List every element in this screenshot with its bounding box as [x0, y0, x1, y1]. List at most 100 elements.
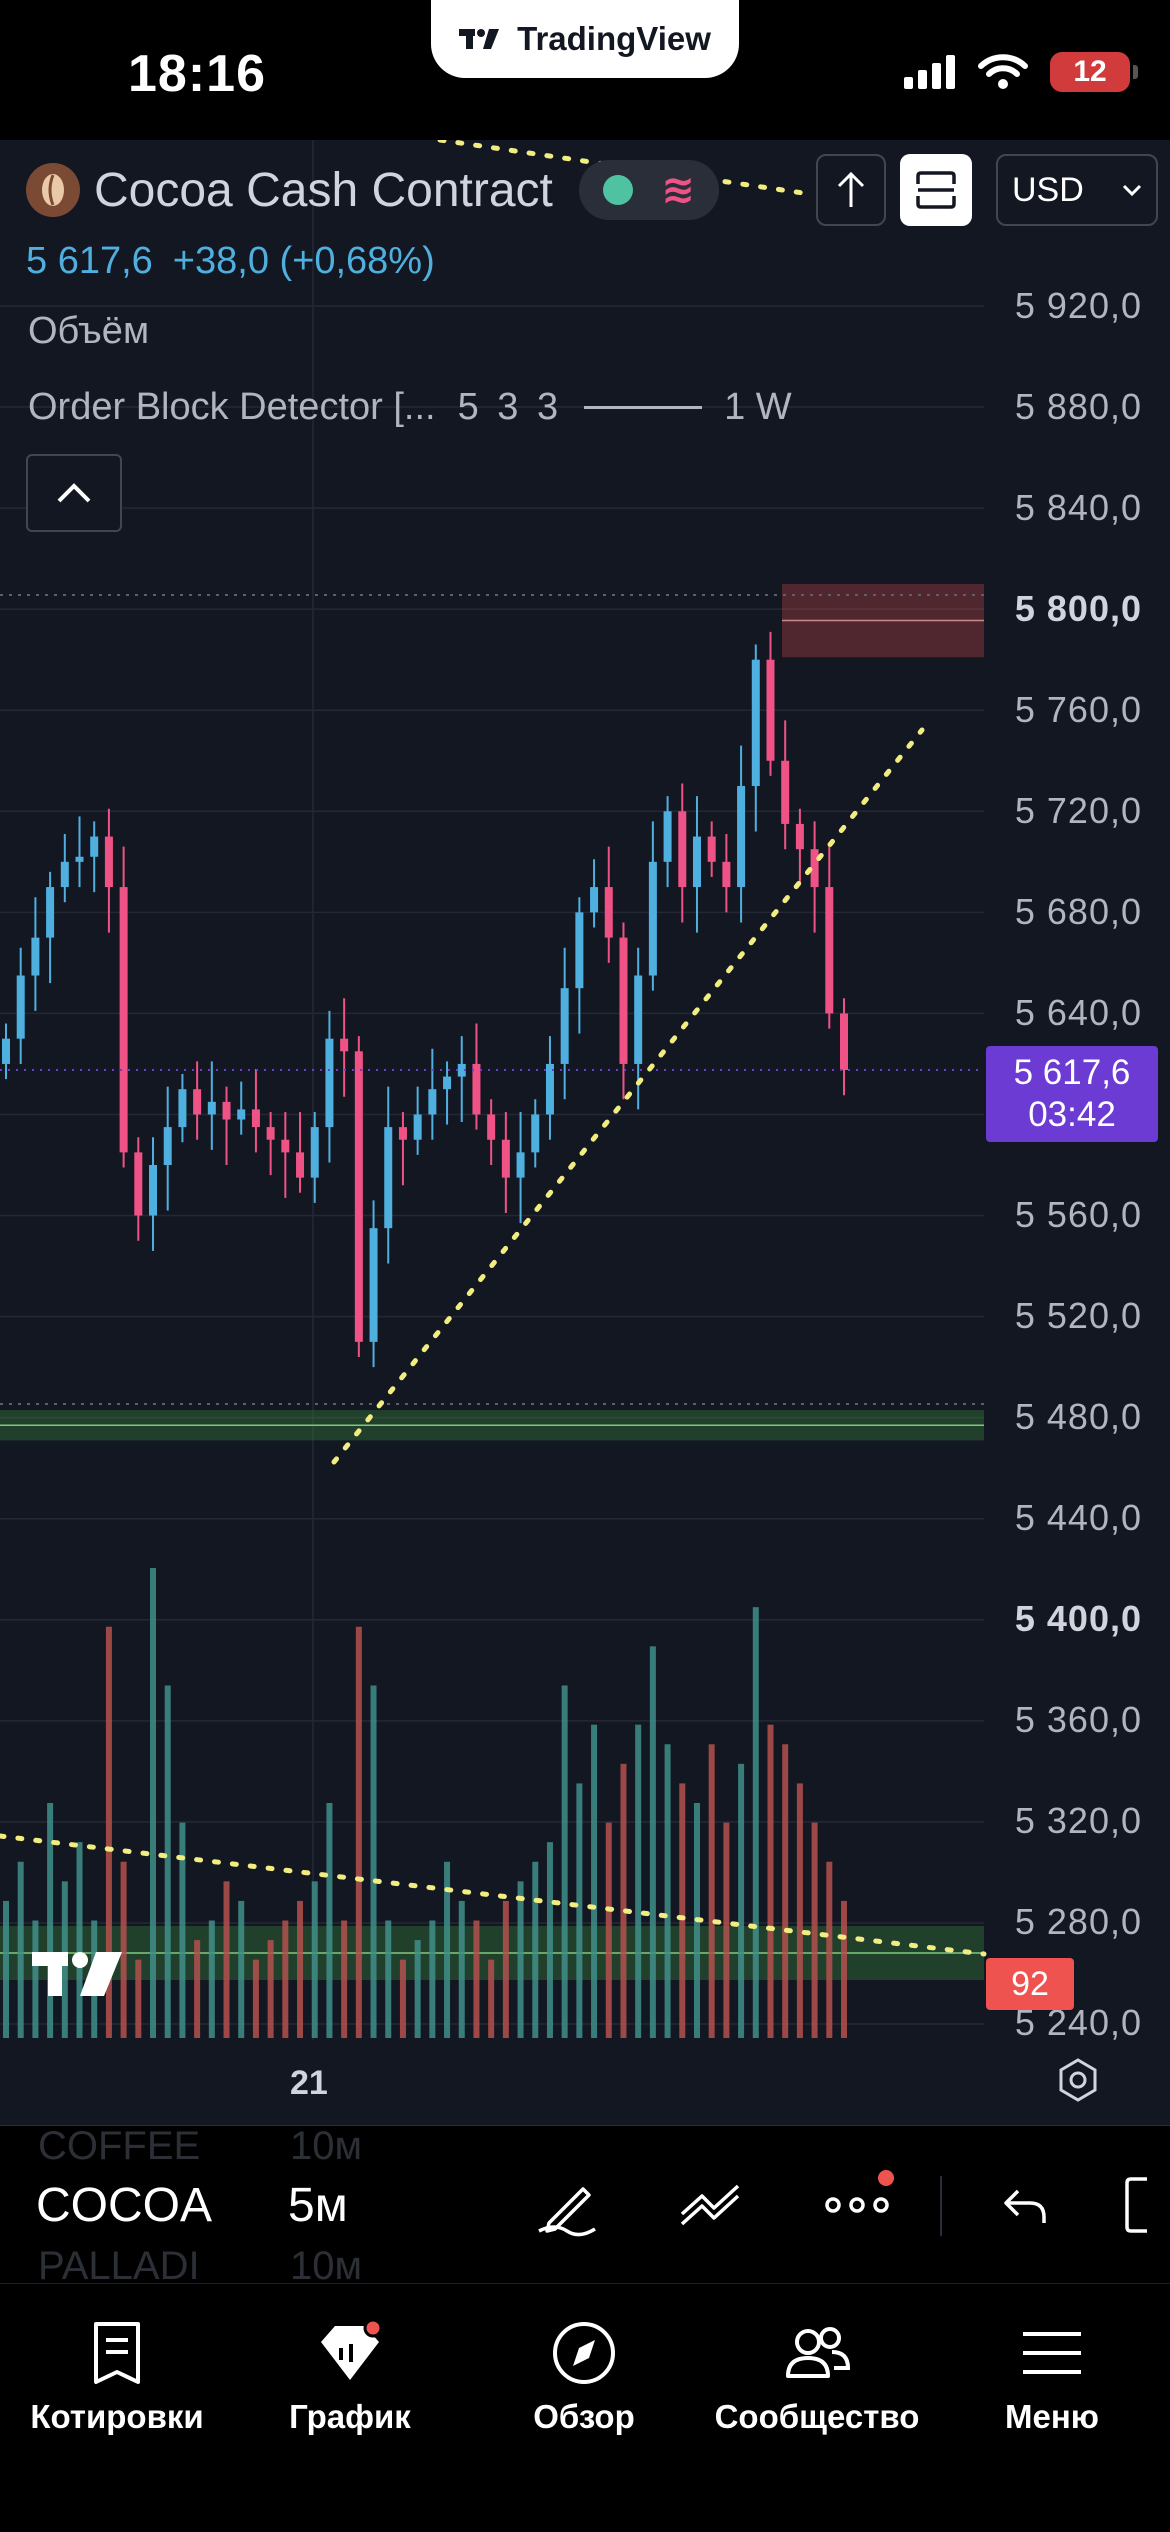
candle-body	[16, 975, 25, 1039]
candle-body	[104, 836, 113, 888]
chart-area[interactable]: Cocoa Cash Contract ≋ USD 5 617,6	[0, 140, 1170, 2125]
volume-bar	[414, 1940, 421, 2038]
price-axis-label: 5 800,0	[1014, 588, 1142, 629]
candle-body	[707, 836, 716, 862]
volume-bar	[620, 1763, 627, 2038]
chart-settings-icon[interactable]	[1054, 2056, 1102, 2104]
arrow-up-icon	[837, 171, 865, 207]
price-axis-label: 5 720,0	[1014, 790, 1142, 831]
candle-body	[443, 1076, 452, 1090]
volume-bar	[120, 1861, 127, 2038]
status-bar: 18:16 TradingView 12	[0, 0, 1170, 140]
currency-value: USD	[1012, 170, 1084, 209]
nav-quotes[interactable]: Котировки	[26, 2318, 208, 2436]
volume-bar	[576, 1783, 583, 2038]
candle-body	[310, 1127, 319, 1178]
drawing-tool-button[interactable]	[532, 2170, 602, 2240]
layout-button[interactable]	[1118, 2170, 1170, 2240]
volume-bar	[355, 1626, 362, 2038]
price-axis-label: 5 400,0	[1014, 1598, 1142, 1639]
volume-trendline	[0, 1833, 987, 1957]
volume-bar	[311, 1881, 318, 2038]
nav-chart[interactable]: График	[270, 2318, 430, 2436]
status-icons: 12	[904, 52, 1138, 92]
volume-bar	[708, 1744, 715, 2038]
volume-bar	[105, 1626, 112, 2038]
volume-bar	[282, 1920, 289, 2038]
indicators-button[interactable]	[676, 2170, 746, 2240]
volume-bar	[444, 1861, 451, 2038]
price-summary: 5 617,6 +38,0 (+0,68%)	[26, 240, 435, 283]
market-open-dot-icon	[603, 175, 633, 205]
candle-body	[781, 760, 790, 824]
indicator-ob-params: 5 3 3	[457, 386, 563, 428]
volume-bar	[370, 1685, 377, 2038]
symbol-selector[interactable]: COCOA	[36, 2179, 213, 2232]
candle-body	[75, 856, 84, 862]
next-symbol-ghost: PALLADI	[38, 2244, 200, 2283]
tradingview-pill[interactable]: TradingView	[431, 0, 739, 78]
candle-body	[134, 1152, 143, 1216]
candle-body	[766, 659, 775, 761]
volume-bar	[267, 1940, 274, 2038]
market-status-pill[interactable]: ≋	[578, 160, 719, 220]
candle-body	[487, 1114, 496, 1140]
candle-body	[413, 1114, 422, 1140]
symbol-header[interactable]: Cocoa Cash Contract ≋	[26, 160, 719, 220]
volume-bar	[679, 1783, 686, 2038]
collapse-legend-button[interactable]	[26, 454, 122, 532]
candle-body	[354, 1051, 363, 1342]
volume-bar	[738, 1763, 745, 2038]
candle-body	[384, 1127, 393, 1229]
candle-body	[281, 1139, 290, 1153]
menu-icon	[1023, 2332, 1081, 2374]
symbol-name[interactable]: Cocoa Cash Contract	[94, 163, 553, 217]
nav-overview[interactable]: Обзор	[512, 2318, 656, 2436]
prev-tf-ghost: 10м	[290, 2125, 362, 2168]
tradingview-watermark-icon[interactable]	[30, 1948, 130, 2002]
candle-body	[428, 1089, 437, 1115]
status-time: 18:16	[128, 45, 266, 103]
timeframe-selector[interactable]: 5м	[288, 2179, 348, 2232]
layout-icon	[1125, 2177, 1147, 2233]
quotes-icon	[94, 2322, 140, 2384]
volume-bar	[252, 1959, 259, 2038]
fit-screen-button[interactable]	[900, 154, 972, 226]
currency-select[interactable]: USD	[996, 154, 1158, 226]
indicator-volume-label[interactable]: Объём	[28, 310, 150, 352]
price-change: +38,0 (+0,68%)	[172, 240, 435, 282]
signal-icon	[904, 55, 955, 89]
volume-bar	[399, 1959, 406, 2038]
candle-body	[207, 1101, 216, 1115]
last-price-value: 5 617,6	[1013, 1053, 1131, 1092]
undo-button[interactable]	[990, 2170, 1060, 2240]
candle-body	[663, 811, 672, 862]
candle-body	[501, 1139, 510, 1178]
volume-bar	[649, 1646, 656, 2038]
candle-body	[619, 937, 628, 1064]
price-axis-label: 5 440,0	[1014, 1497, 1142, 1538]
volume-bar	[150, 1568, 157, 2038]
volume-bar	[194, 1940, 201, 2038]
candle-body	[163, 1127, 172, 1165]
nav-menu[interactable]: Меню	[980, 2318, 1124, 2436]
nav-community[interactable]: Сообщество	[704, 2318, 930, 2436]
volume-bar	[208, 1920, 215, 2038]
indicator-order-block-legend[interactable]: Order Block Detector [... 5 3 3 1 W	[28, 386, 792, 429]
candle-body	[472, 1063, 481, 1115]
scroll-up-button[interactable]	[816, 154, 886, 226]
candle-body	[531, 1114, 540, 1153]
price-axis-label: 5 320,0	[1014, 1800, 1142, 1841]
battery-icon: 12	[1050, 52, 1138, 92]
candle-body	[751, 659, 760, 787]
last-price-tag: 5 617,6 03:42	[986, 1046, 1158, 1142]
tradingview-logo-icon	[459, 29, 500, 49]
more-button[interactable]	[822, 2170, 894, 2240]
cocoa-bean-icon	[26, 163, 80, 217]
app-name: TradingView	[517, 20, 711, 57]
candle-body	[810, 849, 819, 888]
volume-bar	[341, 1920, 348, 2038]
candle-body	[516, 1152, 525, 1178]
chart-canvas[interactable]	[0, 140, 1170, 2125]
